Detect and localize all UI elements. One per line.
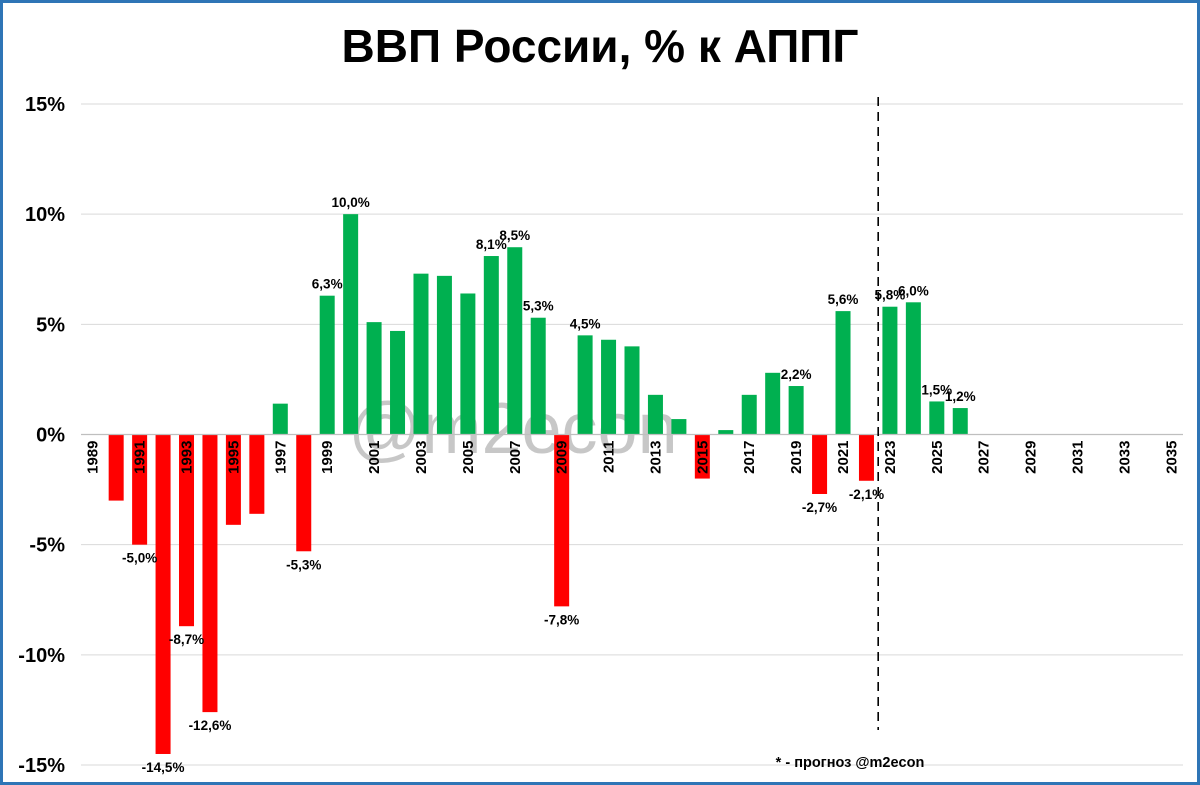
bar-2023 — [882, 306, 898, 435]
data-label-2006: 8,1% — [476, 237, 507, 252]
bar-2012 — [624, 346, 640, 435]
bar-2006 — [483, 256, 499, 435]
bar-2019 — [788, 386, 804, 435]
bar-1995 — [225, 434, 241, 525]
y-tick-label: -10% — [18, 645, 65, 667]
x-tick-label: 1997 — [272, 441, 289, 474]
x-tick-label: 2007 — [507, 441, 524, 474]
x-tick-label: 2035 — [1163, 441, 1180, 474]
data-label-2023: 5,8% — [875, 288, 906, 303]
x-tick-label: 2003 — [413, 441, 430, 474]
data-label-1998: -5,3% — [286, 557, 321, 572]
bar-2000 — [343, 214, 359, 435]
x-tick-label: 2029 — [1023, 441, 1040, 474]
x-tick-label: 2013 — [647, 441, 664, 474]
bar-2002 — [390, 330, 406, 435]
bar-1991 — [132, 434, 148, 545]
x-tick-label: 1993 — [179, 441, 196, 474]
bar-2015 — [694, 434, 710, 479]
bar-2008 — [530, 317, 546, 435]
bar-1996 — [249, 434, 265, 514]
y-tick-label: -15% — [18, 755, 65, 777]
data-label-1992: -14,5% — [142, 760, 185, 775]
x-tick-label: 2019 — [788, 441, 805, 474]
bar-2021 — [835, 311, 851, 435]
y-tick-label: 5% — [36, 314, 65, 336]
bar-1997 — [272, 403, 288, 435]
bar-2025 — [929, 401, 945, 435]
y-tick-label: 15% — [25, 94, 65, 116]
bar-2009 — [554, 434, 570, 607]
bar-2001 — [366, 322, 382, 435]
x-tick-label: 2001 — [366, 441, 383, 474]
x-tick-label: 2005 — [460, 441, 477, 474]
bar-2016 — [718, 430, 734, 435]
data-label-1991: -5,0% — [122, 551, 157, 566]
x-tick-label: 2031 — [1069, 441, 1086, 474]
data-label-2007: 8,5% — [499, 228, 530, 243]
data-labels-layer: -5,0% -14,5% -8,7% -12,6% -5,3% 6,3% 10,0% 8,1%… — [122, 195, 976, 775]
data-label-2020: -2,7% — [802, 500, 837, 515]
y-tick-label: -5% — [29, 535, 65, 557]
data-label-2019: 2,2% — [781, 367, 812, 382]
data-label-2010: 4,5% — [570, 316, 601, 331]
grid-layer — [81, 103, 1183, 766]
x-tick-label: 2023 — [882, 441, 899, 474]
bar-2026 — [952, 408, 968, 435]
x-tick-label: 2033 — [1116, 441, 1133, 474]
chart-title: ВВП России, % к АППГ — [341, 20, 859, 72]
bar-2003 — [413, 273, 429, 435]
x-tick-label: 2015 — [694, 441, 711, 474]
x-tick-label: 1995 — [225, 441, 242, 474]
x-tick-label: 2009 — [554, 441, 571, 474]
chart-plot: @m2econ 15%10%5%0%-5%-10%-15%19891991199… — [18, 94, 1183, 777]
x-tick-label: 1989 — [85, 441, 102, 474]
data-label-2021: 5,6% — [828, 292, 859, 307]
bar-2020 — [812, 434, 828, 494]
data-label-2022: -2,1% — [849, 487, 884, 502]
y-tick-label: 10% — [25, 204, 65, 226]
y-tick-label: 0% — [36, 425, 65, 447]
x-tick-label: 2025 — [929, 441, 946, 474]
data-label-2024: 6,0% — [898, 283, 929, 298]
data-label-1993: -8,7% — [169, 632, 204, 647]
x-tick-label: 1991 — [132, 441, 149, 474]
bar-1990 — [108, 434, 124, 501]
bar-1993 — [179, 434, 195, 627]
bar-1992 — [155, 434, 171, 754]
bar-2024 — [905, 302, 921, 435]
data-label-2009: -7,8% — [544, 612, 579, 627]
x-tick-label: 2021 — [835, 441, 852, 474]
bar-2014 — [671, 419, 687, 435]
bar-2022 — [858, 434, 874, 481]
bar-1998 — [296, 434, 312, 552]
data-label-2025: 1,5% — [921, 382, 952, 397]
bar-2005 — [460, 293, 476, 435]
bar-2010 — [577, 335, 593, 435]
data-label-2008: 5,3% — [523, 299, 554, 314]
data-label-1999: 6,3% — [312, 277, 343, 292]
bar-2004 — [436, 275, 452, 435]
bar-2013 — [647, 394, 663, 435]
x-tick-label: 2017 — [741, 441, 758, 474]
bar-2007 — [507, 247, 523, 435]
forecast-footnote: * - прогноз @m2econ — [776, 755, 925, 771]
x-tick-label: 2011 — [601, 441, 618, 474]
bar-1999 — [319, 295, 335, 435]
x-tick-label: 1999 — [319, 441, 336, 474]
bar-2011 — [601, 339, 617, 435]
data-label-2000: 10,0% — [331, 195, 369, 210]
axis-layer: 15% 10% 5% 0% -5% -10% -15% 1989 1991 1993 1995 199… — [18, 94, 1183, 777]
bar-2018 — [765, 372, 781, 435]
data-label-2026: 1,2% — [945, 389, 976, 404]
bar-1994 — [202, 434, 218, 713]
bar-2017 — [741, 394, 757, 435]
data-label-1994: -12,6% — [189, 718, 232, 733]
x-tick-label: 2027 — [976, 441, 993, 474]
bars-layer — [108, 214, 968, 754]
